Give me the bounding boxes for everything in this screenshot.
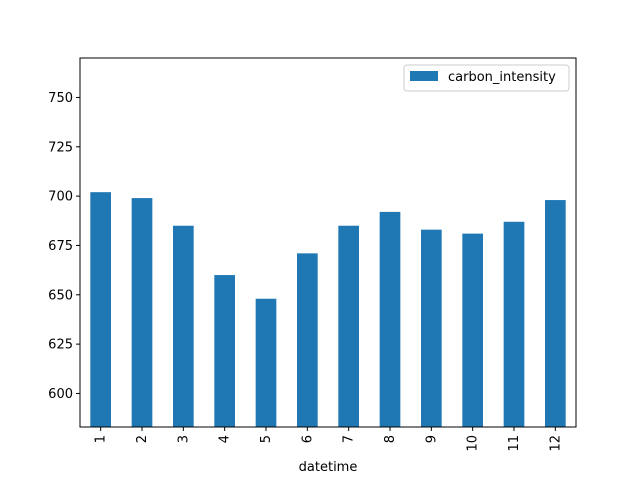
legend-box — [403, 64, 570, 92]
bar-5 — [255, 298, 277, 427]
y-ticks-group: 600 625 650 675 700 725 750 — [48, 91, 80, 402]
legend: carbon_intensity — [403, 64, 570, 92]
legend-swatch — [410, 71, 438, 81]
x-tick-label: 5 — [259, 435, 274, 443]
x-tick-label: 3 — [176, 435, 191, 443]
bar-12 — [545, 200, 566, 427]
bar-2 — [131, 198, 153, 427]
x-tick-label: 10 — [466, 435, 481, 452]
x-tick-label: 7 — [342, 435, 357, 443]
y-tick-label: 725 — [48, 140, 73, 155]
plot-frame — [79, 57, 577, 428]
x-tick-label: 12 — [548, 435, 563, 452]
x-tick-label: 4 — [218, 435, 233, 443]
y-tick-label: 625 — [48, 338, 73, 353]
x-tick-label: 8 — [383, 435, 398, 443]
plot-area — [80, 58, 576, 427]
bar-6 — [297, 253, 318, 427]
x-tick-label: 6 — [300, 435, 315, 443]
x-tick-label: 1 — [94, 435, 109, 443]
bar-1 — [90, 192, 111, 427]
bar-4 — [214, 275, 235, 427]
bar-3 — [173, 225, 194, 427]
x-tick-label: 11 — [507, 435, 522, 452]
y-tick-label: 675 — [48, 239, 73, 254]
y-tick-label: 600 — [48, 387, 73, 402]
x-tick-label: 9 — [424, 435, 439, 443]
y-tick-label: 750 — [48, 91, 73, 106]
y-tick-label: 700 — [48, 190, 73, 205]
bars-group — [90, 192, 566, 427]
bar-11 — [503, 221, 525, 427]
x-ticks-group: 1 2 3 4 5 6 7 8 9 10 11 12 — [94, 427, 563, 452]
bar-10 — [462, 233, 483, 427]
x-tick-label: 2 — [135, 435, 150, 443]
y-tick-label: 650 — [48, 288, 73, 303]
x-axis-label: datetime — [299, 460, 358, 475]
legend-label: carbon_intensity — [448, 70, 556, 85]
bar-9 — [421, 229, 442, 427]
bar-8 — [379, 211, 401, 427]
bar-7 — [338, 225, 359, 427]
